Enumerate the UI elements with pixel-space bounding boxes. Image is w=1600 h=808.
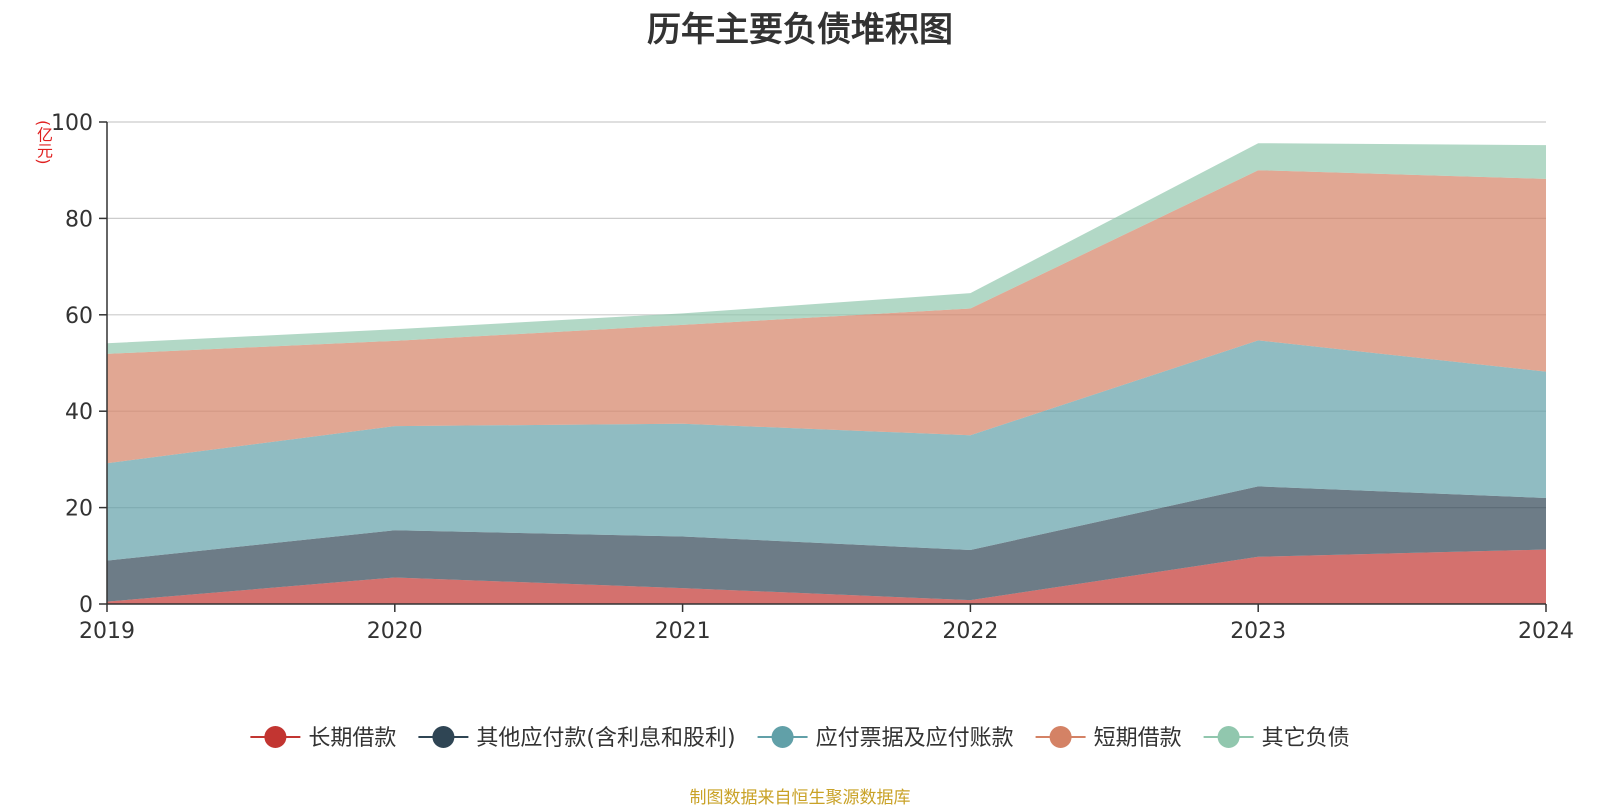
y-tick-label: 0 (79, 593, 93, 618)
y-tick-label: 40 (65, 400, 93, 425)
x-tick-label: 2024 (1518, 619, 1574, 644)
legend-marker (1049, 726, 1072, 748)
legend-marker (432, 726, 455, 748)
y-tick-label: 20 (65, 497, 93, 522)
y-tick-label: 100 (51, 111, 93, 136)
area-series (107, 486, 1546, 602)
legend-marker (1217, 726, 1240, 748)
area-series (107, 143, 1546, 354)
legend-marker (264, 726, 287, 748)
source-note: 制图数据来自恒生聚源数据库 (689, 788, 911, 808)
y-axis-unit: (亿元) (34, 120, 53, 165)
legend-label: 应付票据及应付账款 (816, 726, 1014, 751)
legend-marker (771, 726, 794, 748)
y-tick-label: 80 (65, 207, 93, 232)
legend-label: 其他应付款(含利息和股利) (476, 726, 735, 751)
x-tick-label: 2022 (942, 619, 998, 644)
x-tick-label: 2020 (367, 619, 423, 644)
x-tick-label: 2019 (79, 619, 135, 644)
legend-label: 其它负债 (1262, 726, 1350, 751)
area-series (107, 549, 1546, 604)
y-tick-label: 60 (65, 304, 93, 329)
area-series (107, 170, 1546, 464)
legend-label: 长期借款 (308, 726, 396, 751)
x-tick-label: 2021 (655, 619, 711, 644)
chart-title: 历年主要负债堆积图 (647, 10, 953, 50)
legend-label: 短期借款 (1094, 726, 1182, 751)
x-tick-label: 2023 (1230, 619, 1286, 644)
area-series (107, 340, 1546, 561)
